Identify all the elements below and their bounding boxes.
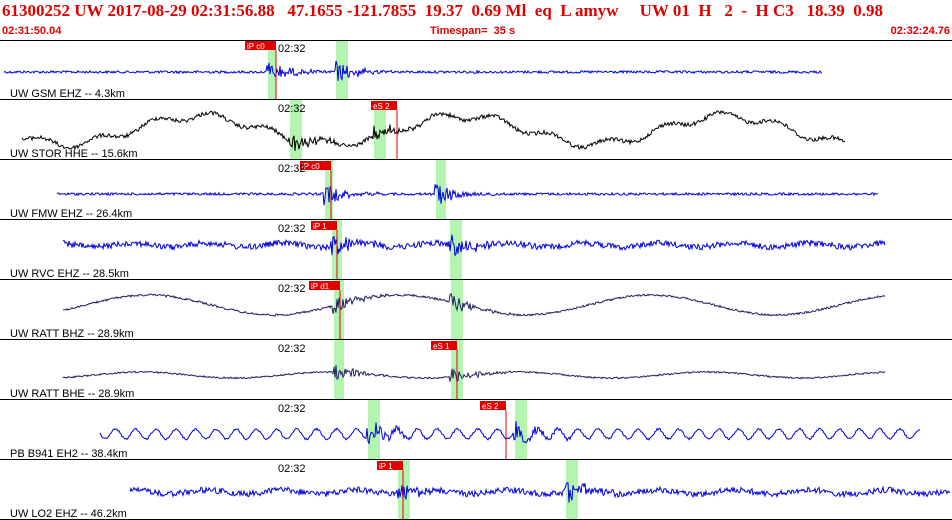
station-label: UW LO2 EHZ -- 46.2km bbox=[10, 508, 127, 520]
waveform-trace bbox=[99, 421, 921, 444]
pick-window bbox=[566, 460, 578, 520]
station-label: UW GSM EHZ -- 4.3km bbox=[10, 88, 125, 100]
station-label: UW RVC EHZ -- 28.5km bbox=[10, 268, 129, 280]
station-label: PB B941 EH2 -- 38.4km bbox=[10, 448, 127, 460]
trace-row[interactable]: iP c0 02:32 UW GSM EHZ -- 4.3km bbox=[0, 40, 952, 100]
station-label: UW STOR HHE -- 15.6km bbox=[10, 148, 138, 160]
waveform-trace bbox=[21, 109, 846, 151]
pick-marker[interactable] bbox=[245, 41, 276, 50]
pick-label: iP 1 bbox=[313, 222, 327, 231]
pick-marker[interactable] bbox=[300, 161, 331, 170]
waveform-trace bbox=[62, 292, 886, 317]
pick-label: iP 1 bbox=[379, 462, 393, 471]
pick-label: iP c0 bbox=[247, 42, 265, 51]
pick-window bbox=[336, 40, 348, 100]
pick-window bbox=[325, 160, 333, 220]
trace-row[interactable]: eS 2 02:32 PB B941 EH2 -- 38.4km bbox=[0, 400, 952, 460]
pick-label: iP c0 bbox=[302, 162, 320, 171]
header: 61300252 UW 2017-08-29 02:31:56.88 47.16… bbox=[0, 0, 952, 40]
pick-label: iP d1 bbox=[311, 282, 330, 291]
waveform-trace bbox=[56, 183, 879, 206]
pick-window bbox=[334, 280, 344, 340]
time-label: 02:32 bbox=[278, 43, 306, 55]
waveform-trace bbox=[62, 234, 886, 257]
trace-row[interactable]: eS 2 02:32 UW STOR HHE -- 15.6km bbox=[0, 100, 952, 160]
time-label: 02:32 bbox=[278, 163, 306, 175]
trace-row[interactable]: iP d1 02:32 UW RATT BHZ -- 28.9km bbox=[0, 280, 952, 340]
time-label: 02:32 bbox=[278, 103, 306, 115]
pick-label: eS 2 bbox=[373, 102, 390, 111]
time-label: 02:32 bbox=[278, 403, 306, 415]
time-label: 02:32 bbox=[278, 463, 306, 475]
pick-marker[interactable] bbox=[377, 461, 403, 470]
station-label: UW RATT BHZ -- 28.9km bbox=[10, 328, 134, 340]
trace-row[interactable]: iP 1 02:32 UW LO2 EHZ -- 46.2km bbox=[0, 460, 952, 520]
pick-window bbox=[450, 220, 462, 280]
time-label: 02:32 bbox=[278, 343, 306, 355]
pick-window bbox=[515, 400, 527, 460]
end-time: 02:32:24.76 bbox=[890, 25, 950, 37]
trace-row[interactable]: iP 1 02:32 UW RVC EHZ -- 28.5km bbox=[0, 220, 952, 280]
waveform-trace bbox=[129, 482, 951, 503]
trace-row[interactable]: eS 1 02:32 UW RATT BHE -- 28.9km bbox=[0, 340, 952, 400]
timespan-label: Timespan= 35 s bbox=[430, 25, 516, 37]
pick-marker[interactable] bbox=[309, 281, 340, 290]
time-label: 02:32 bbox=[278, 283, 306, 295]
pick-window bbox=[334, 340, 344, 400]
station-label: UW RATT BHE -- 28.9km bbox=[10, 388, 134, 400]
start-time: 02:31:50.04 bbox=[2, 25, 62, 37]
pick-marker[interactable] bbox=[371, 101, 397, 110]
station-label: UW FMW EHZ -- 26.4km bbox=[10, 208, 132, 220]
pick-marker[interactable] bbox=[431, 341, 457, 350]
time-label: 02:32 bbox=[278, 223, 306, 235]
pick-window bbox=[436, 160, 446, 220]
pick-label: eS 2 bbox=[482, 402, 499, 411]
pick-marker[interactable] bbox=[311, 221, 337, 230]
pick-window bbox=[290, 100, 302, 160]
pick-window bbox=[368, 400, 380, 460]
pick-window bbox=[268, 40, 276, 100]
waveform-trace bbox=[3, 60, 823, 81]
pick-marker[interactable] bbox=[480, 401, 506, 410]
pick-label: eS 1 bbox=[433, 342, 450, 351]
event-title: 61300252 UW 2017-08-29 02:31:56.88 47.16… bbox=[2, 1, 883, 20]
waveform-trace bbox=[62, 364, 886, 383]
